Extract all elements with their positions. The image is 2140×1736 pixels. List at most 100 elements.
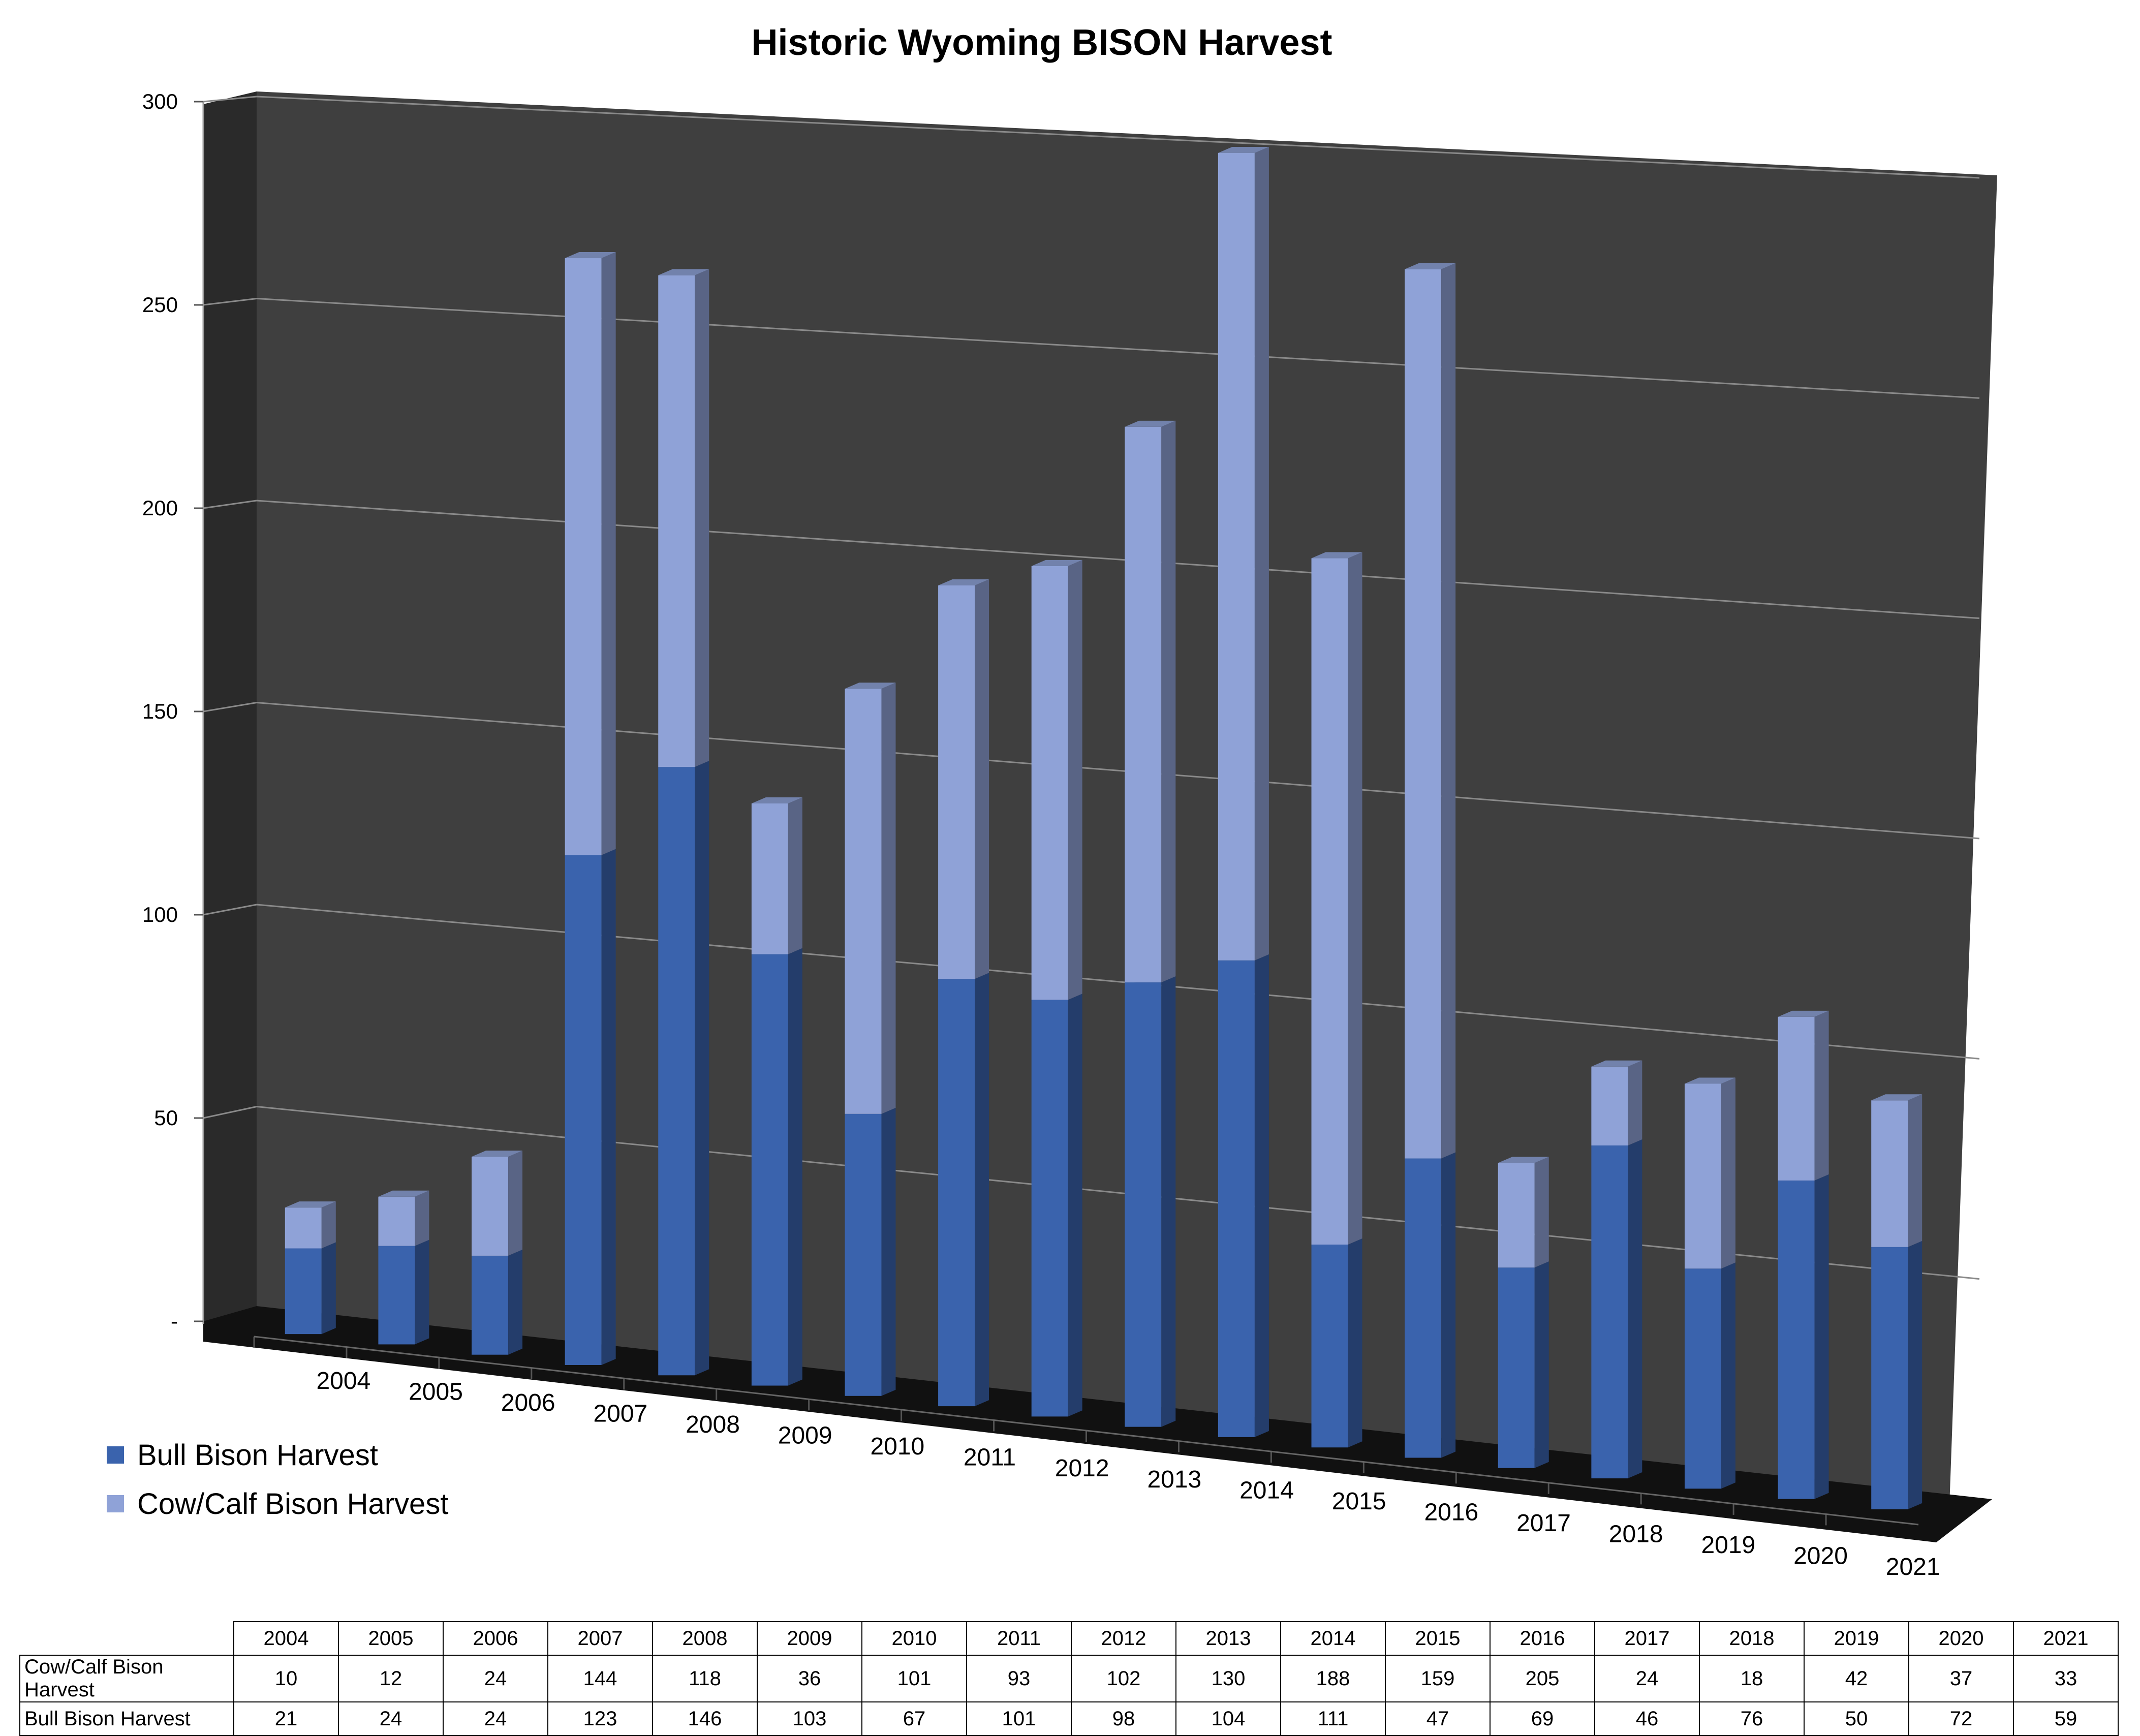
bar-cowcalf-2006 — [472, 1151, 523, 1256]
bar-cowcalf-2021 — [1871, 1094, 1922, 1247]
table-cell: 21 — [233, 1701, 339, 1736]
table-cell: 47 — [1385, 1701, 1491, 1736]
bar-front — [1311, 558, 1348, 1245]
gridline-side — [203, 702, 257, 712]
table-cell: 24 — [443, 1701, 548, 1736]
bar-side — [1068, 994, 1082, 1417]
table-header-cell: 2006 — [443, 1621, 548, 1656]
x-tick-label: 2019 — [1701, 1532, 1755, 1559]
bar-bull-2014 — [1218, 954, 1269, 1437]
bar-bull-2016 — [1405, 1152, 1456, 1458]
table-cell: 76 — [1699, 1701, 1805, 1736]
bar-bull-2012 — [1031, 994, 1082, 1417]
bar-side — [975, 579, 989, 979]
bar-front — [1498, 1163, 1535, 1268]
bar-side — [1628, 1139, 1642, 1479]
table-header-cell: 2015 — [1385, 1621, 1491, 1656]
table-header-cell: 2016 — [1490, 1621, 1595, 1656]
bar-side — [881, 1107, 896, 1396]
bar-top — [1778, 1010, 1829, 1017]
x-tick-label: 2020 — [1793, 1543, 1848, 1570]
x-axis-line — [254, 1336, 1919, 1526]
y-tick-label: - — [171, 1309, 178, 1333]
bar-side — [321, 1242, 336, 1335]
x-tick-label: 2008 — [686, 1411, 740, 1438]
table-header-cell: 2014 — [1280, 1621, 1386, 1656]
bar-top — [845, 683, 896, 689]
table-cell: 101 — [966, 1701, 1072, 1736]
bar-front — [565, 258, 602, 855]
table-cell: 12 — [338, 1655, 444, 1702]
table-cell: 103 — [757, 1701, 862, 1736]
table-cell: 159 — [1385, 1655, 1491, 1702]
table-cell: 33 — [2013, 1655, 2119, 1702]
bar-bull-2020 — [1778, 1174, 1829, 1499]
bar-bull-2021 — [1871, 1241, 1922, 1509]
gridline — [256, 702, 1980, 840]
table-cell: 72 — [1908, 1701, 2014, 1736]
table-cell: 118 — [652, 1655, 758, 1702]
bar-side — [1908, 1241, 1922, 1509]
table-header-cell: 2012 — [1071, 1621, 1176, 1656]
bar-side — [508, 1249, 523, 1355]
bar-front — [751, 954, 788, 1386]
bar-top — [751, 797, 802, 804]
bar-front — [472, 1157, 509, 1256]
table-header-cell: 2005 — [338, 1621, 444, 1656]
bar-cowcalf-2011 — [938, 579, 989, 979]
bar-front — [1778, 1016, 1815, 1181]
bar-top — [1498, 1157, 1549, 1163]
bar-cowcalf-2012 — [1031, 560, 1082, 1000]
bar-side — [1814, 1010, 1829, 1181]
table-row-label: Bull Bison Harvest — [19, 1701, 234, 1736]
gridline — [256, 904, 1980, 1060]
x-tick-label: 2006 — [501, 1389, 555, 1416]
data-table: 2004 2005 2006 2007 2008 2009 2010 2011 2012 2013… — [19, 1621, 2119, 1736]
bar-bull-2017 — [1498, 1261, 1549, 1468]
bar-front — [1871, 1247, 1908, 1509]
bar-front — [1405, 1158, 1442, 1458]
table-cell: 188 — [1280, 1655, 1386, 1702]
bar-front — [1498, 1267, 1535, 1468]
bar-cowcalf-2013 — [1125, 420, 1176, 983]
bar-side — [1161, 420, 1176, 983]
bar-cowcalf-2014 — [1218, 146, 1269, 960]
table-row: Bull Bison Harvest 21 24 24 123 146 103 67 101 98… — [19, 1701, 2119, 1736]
table-cell: 98 — [1071, 1701, 1176, 1736]
bar-top — [1871, 1094, 1922, 1101]
bar-top — [658, 269, 709, 275]
bar-front — [751, 803, 788, 954]
table-header-cell: 2009 — [757, 1621, 862, 1656]
bar-cowcalf-2007 — [565, 252, 616, 855]
bar-bull-2007 — [565, 849, 616, 1365]
chart-title: Historic Wyoming BISON Harvest — [752, 22, 1332, 63]
bar-side — [601, 252, 616, 855]
bar-side — [508, 1151, 523, 1256]
table-header-row: 2004 2005 2006 2007 2008 2009 2010 2011 2012 2013… — [20, 1621, 2119, 1656]
bar-top — [1311, 552, 1362, 559]
x-axis: 2004 2005 2006 2007 2008 2009 2010 2011 2012 2013… — [253, 1336, 1940, 1580]
bar-front — [1218, 152, 1255, 960]
table-cell: 36 — [757, 1655, 862, 1702]
table-cell: 104 — [1175, 1701, 1281, 1736]
bar-cowcalf-2019 — [1684, 1077, 1735, 1269]
table-cell: 144 — [547, 1655, 653, 1702]
x-tick-label: 2018 — [1609, 1521, 1663, 1548]
bar-cowcalf-2016 — [1405, 263, 1456, 1159]
bar-cowcalf-2010 — [845, 683, 896, 1114]
bar-side — [1161, 976, 1176, 1427]
bar-side — [975, 973, 989, 1407]
table-cell: 67 — [861, 1701, 967, 1736]
table-cell: 24 — [338, 1701, 444, 1736]
bar-front — [1031, 1000, 1068, 1417]
bar-cowcalf-2005 — [378, 1190, 429, 1246]
table-cell: 102 — [1071, 1655, 1176, 1702]
bar-cowcalf-2015 — [1311, 552, 1362, 1245]
bar-side — [1534, 1261, 1549, 1468]
bar-bull-2011 — [938, 973, 989, 1407]
bar-side — [1721, 1077, 1735, 1269]
bar-cowcalf-2008 — [658, 269, 709, 767]
x-tick-label: 2010 — [870, 1433, 924, 1460]
table-cell: 46 — [1594, 1701, 1700, 1736]
